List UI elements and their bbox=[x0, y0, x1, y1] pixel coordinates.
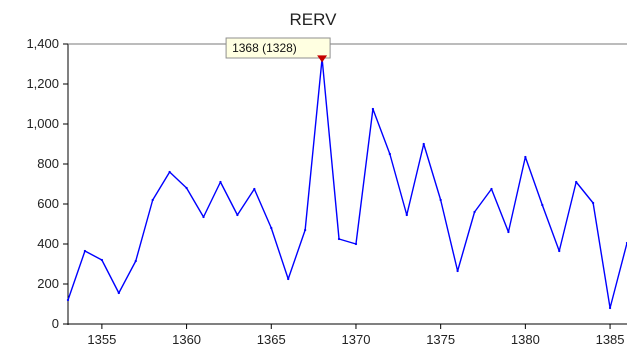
data-point bbox=[202, 215, 205, 219]
data-point bbox=[558, 249, 561, 253]
x-tick-label: 1385 bbox=[596, 332, 625, 347]
y-tick-label: 1,200 bbox=[26, 76, 59, 91]
data-point bbox=[507, 230, 510, 234]
data-point bbox=[405, 213, 408, 217]
data-point bbox=[287, 277, 290, 281]
data-point bbox=[541, 203, 544, 207]
data-point bbox=[524, 155, 527, 159]
chart-title: RERV bbox=[290, 10, 338, 29]
x-tick-label: 1375 bbox=[426, 332, 455, 347]
data-point bbox=[388, 152, 391, 156]
data-point bbox=[253, 187, 256, 191]
data-point bbox=[608, 306, 612, 310]
data-point bbox=[100, 258, 104, 262]
data-series-line bbox=[67, 57, 627, 309]
x-tick-label: 1360 bbox=[172, 332, 201, 347]
series-layer bbox=[67, 57, 627, 309]
data-point bbox=[439, 198, 442, 202]
data-point bbox=[591, 201, 595, 205]
data-point bbox=[371, 107, 375, 111]
data-point bbox=[490, 187, 493, 191]
data-point bbox=[422, 142, 425, 146]
data-point bbox=[185, 186, 188, 190]
data-point bbox=[304, 228, 307, 232]
x-tick-label: 1370 bbox=[342, 332, 371, 347]
data-point bbox=[66, 298, 70, 302]
data-point bbox=[236, 213, 239, 217]
tooltip-marker-icon bbox=[317, 55, 328, 63]
x-tick-label: 1365 bbox=[257, 332, 286, 347]
data-point bbox=[83, 249, 87, 253]
data-point bbox=[219, 180, 222, 184]
data-point bbox=[134, 259, 137, 263]
data-point bbox=[117, 291, 120, 295]
y-tick-label: 1,000 bbox=[26, 116, 59, 131]
data-tooltip: 1368 (1328) bbox=[225, 37, 331, 63]
data-point bbox=[354, 242, 358, 246]
y-tick-label: 0 bbox=[52, 316, 59, 331]
data-point bbox=[168, 170, 171, 174]
y-tick-label: 400 bbox=[37, 236, 59, 251]
y-tick-label: 1,400 bbox=[26, 36, 59, 51]
data-point bbox=[337, 237, 341, 241]
y-tick-label: 200 bbox=[37, 276, 59, 291]
y-tick-label: 600 bbox=[37, 196, 59, 211]
data-point bbox=[151, 198, 154, 202]
y-tick-label: 800 bbox=[37, 156, 59, 171]
axes: 0 200 400 600 800 1,000 1,200 1,400 1355 1360 1365… bbox=[26, 36, 627, 347]
tooltip-box bbox=[225, 37, 331, 59]
x-tick-label: 1355 bbox=[87, 332, 116, 347]
data-point bbox=[270, 226, 273, 230]
data-point bbox=[473, 210, 476, 214]
x-tick-label: 1380 bbox=[511, 332, 540, 347]
tooltip-text: 1368 (1328) bbox=[232, 41, 297, 55]
data-point bbox=[575, 180, 578, 184]
data-point bbox=[456, 269, 459, 273]
data-marks bbox=[66, 57, 627, 310]
